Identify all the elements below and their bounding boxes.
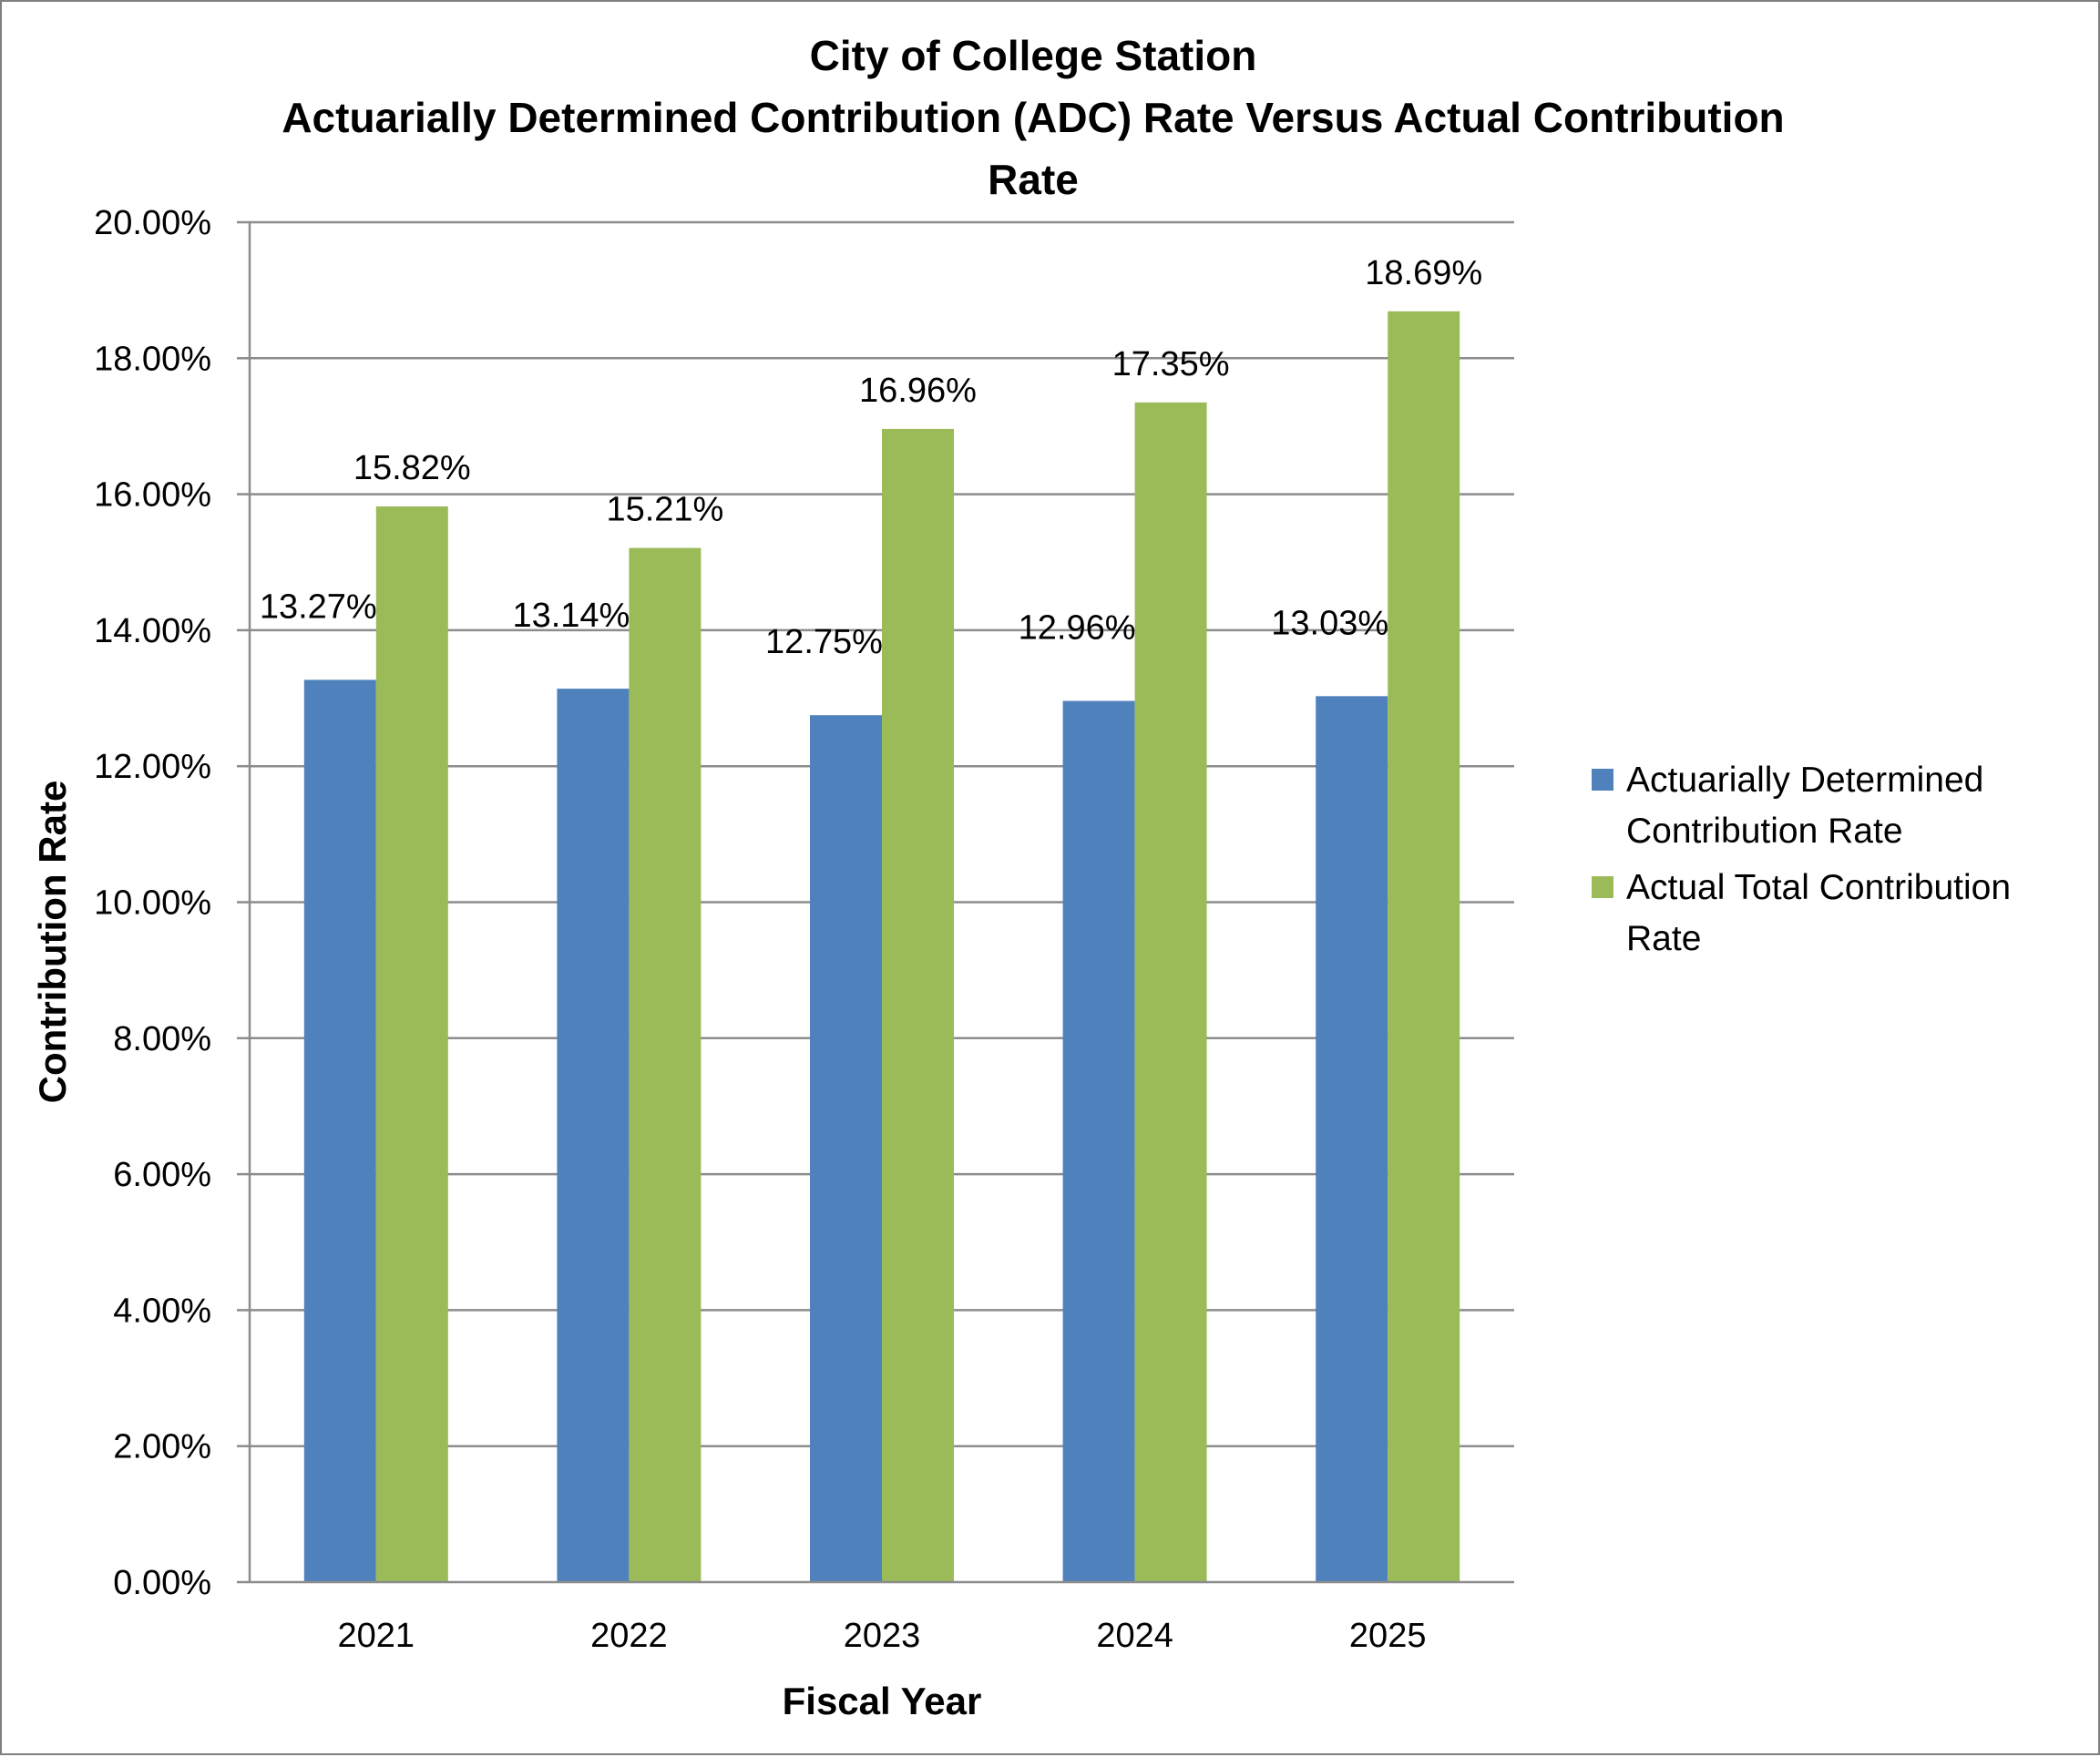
bar-actual-2024: [1134, 402, 1207, 1582]
x-tick-label: 2021: [338, 1617, 415, 1655]
legend-label: Actuarially Determined: [1626, 761, 1983, 800]
bars: [303, 311, 1460, 1582]
chart-title-line-1: City of College Station: [810, 32, 1257, 79]
y-tick-label: 20.00%: [94, 204, 211, 242]
y-axis-title: Contribution Rate: [31, 781, 74, 1104]
x-axis-title: Fiscal Year: [783, 1680, 982, 1722]
bar-adc-2022: [557, 689, 630, 1582]
x-tick-label: 2024: [1096, 1617, 1173, 1655]
y-tick-label: 10.00%: [94, 884, 211, 923]
data-label: 18.69%: [1365, 254, 1482, 292]
bar-actual-2023: [882, 428, 954, 1582]
data-label: 12.96%: [1019, 609, 1136, 648]
y-tick-label: 14.00%: [94, 612, 211, 650]
data-labels: 13.27% 15.82% 13.14% 15.21% 12.75% 16.96% 12.9…: [260, 254, 1482, 661]
chart-title-line-2: Actuarially Determined Contribution (ADC…: [282, 94, 1784, 141]
chart-title-line-3: Rate: [988, 156, 1079, 203]
bar-adc-2021: [303, 679, 376, 1582]
x-tick-label: 2025: [1349, 1617, 1427, 1655]
data-label: 12.75%: [765, 623, 883, 661]
data-label: 13.14%: [512, 597, 630, 635]
y-tick-label: 0.00%: [113, 1564, 211, 1602]
y-tick-label: 6.00%: [113, 1156, 211, 1194]
y-tick-label: 18.00%: [94, 340, 211, 378]
data-label: 16.96%: [859, 372, 977, 410]
legend-label: Contribution Rate: [1626, 812, 1903, 851]
bar-actual-2022: [629, 547, 702, 1582]
data-label: 17.35%: [1112, 345, 1230, 383]
bar-adc-2025: [1316, 696, 1388, 1582]
data-label: 15.21%: [606, 491, 723, 529]
y-tick-label: 16.00%: [94, 476, 211, 515]
bar-adc-2024: [1062, 700, 1135, 1582]
data-label: 13.27%: [260, 587, 377, 626]
x-tick-label: 2022: [590, 1617, 668, 1655]
legend-swatch: [1592, 876, 1613, 898]
bar-adc-2023: [810, 715, 882, 1582]
bar-actual-2025: [1388, 311, 1460, 1582]
data-label: 13.03%: [1271, 604, 1388, 642]
y-tick-label: 4.00%: [113, 1292, 211, 1330]
y-tick-label: 2.00%: [113, 1428, 211, 1466]
data-label: 15.82%: [353, 449, 471, 487]
bar-actual-2021: [375, 506, 448, 1582]
legend-label: Rate: [1626, 919, 1701, 958]
x-tick-label: 2023: [844, 1617, 921, 1655]
y-tick-label: 8.00%: [113, 1020, 211, 1058]
legend-swatch: [1592, 769, 1613, 791]
legend-label: Actual Total Contribution: [1626, 868, 2011, 907]
y-tick-label: 12.00%: [94, 748, 211, 786]
legend: Actuarially Determined Contribution Rate A…: [1592, 761, 2011, 958]
axes: 0.00% 2.00% 4.00% 6.00% 8.00% 10.00% 12.00% 14.…: [94, 204, 1514, 1655]
